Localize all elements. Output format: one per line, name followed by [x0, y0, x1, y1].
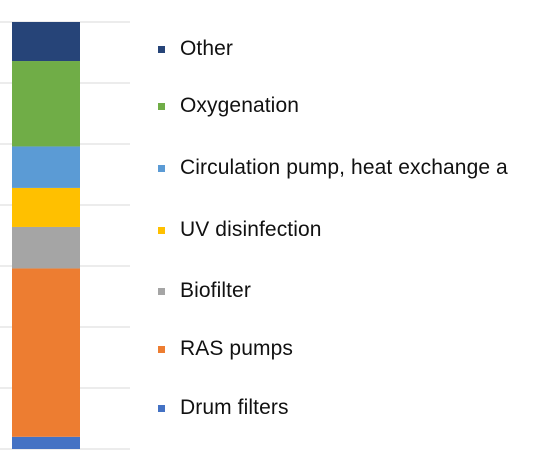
legend-item: Biofilter	[158, 279, 251, 303]
stacked-bar-chart	[0, 21, 130, 450]
legend-item: RAS pumps	[158, 337, 293, 361]
legend-item: Drum filters	[158, 396, 289, 420]
bar-segment-uv-disinfection	[12, 187, 80, 227]
legend-item: Other	[158, 37, 233, 61]
legend-swatch	[158, 226, 165, 234]
legend-label: RAS pumps	[180, 337, 293, 360]
legend-swatch	[158, 164, 165, 172]
legend-label: Other	[180, 37, 234, 60]
bar-segment-oxygenation	[12, 61, 80, 147]
legend-swatch	[158, 45, 165, 53]
bar-segment-circulation-pump-heat-exchange-a	[12, 146, 80, 188]
bar-segment-other	[12, 22, 80, 62]
legend-label: Biofilter	[180, 279, 251, 302]
legend-item: UV disinfection	[158, 218, 322, 242]
legend-label: UV disinfection	[180, 218, 322, 241]
legend-swatch	[158, 102, 165, 110]
bar-segment-biofilter	[12, 226, 80, 269]
legend-label: Circulation pump, heat exchange a	[180, 156, 508, 179]
bar-segment-ras-pumps	[12, 268, 80, 437]
bar-segments	[12, 22, 80, 449]
legend-swatch	[158, 404, 165, 412]
legend-item: Oxygenation	[158, 94, 299, 118]
legend-label: Oxygenation	[180, 94, 300, 117]
bar-segment-drum-filters	[12, 436, 80, 449]
legend-swatch	[158, 345, 165, 353]
legend-item: Circulation pump, heat exchange a	[158, 156, 508, 180]
legend-label: Drum filters	[180, 396, 289, 419]
legend-swatch	[158, 287, 165, 295]
